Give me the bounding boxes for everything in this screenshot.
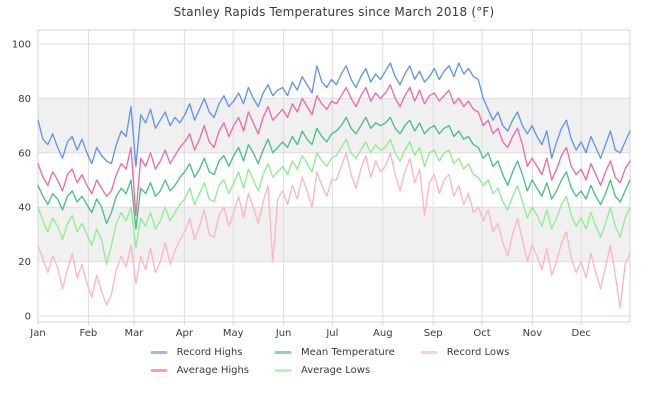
series-line-record-lows [37, 152, 631, 309]
series-line-average-lows [37, 138, 631, 265]
legend-swatch-icon [150, 350, 168, 354]
y-tick-label: 20 [18, 257, 31, 268]
series-line-mean-temperature [37, 116, 631, 230]
y-tick-label: 60 [18, 148, 31, 159]
plot-border [37, 29, 631, 323]
chart-legend: Record Highs Average Highs Mean Temperatur… [150, 344, 510, 378]
x-tick-label: Jan [29, 328, 45, 339]
x-tick-label: Jun [275, 328, 292, 339]
x-tick-label: Dec [572, 328, 591, 339]
x-tick-label: Feb [80, 328, 98, 339]
legend-swatch-icon [420, 350, 438, 354]
y-tick-label: 40 [18, 203, 31, 214]
y-tick-label: 80 [18, 94, 31, 105]
legend-label: Average Highs [176, 364, 250, 376]
x-tick-label: Mar [125, 328, 145, 339]
series-line-average-highs [37, 84, 631, 217]
legend-item-average-highs: Average Highs [150, 364, 250, 376]
x-tick-label: Apr [176, 328, 194, 339]
legend-swatch-icon [150, 368, 168, 372]
series-line-record-highs [37, 62, 631, 168]
legend-label: Record Highs [176, 346, 243, 358]
x-tick-label: Aug [373, 328, 393, 339]
legend-swatch-icon [275, 350, 293, 354]
y-tick-label: 0 [25, 312, 31, 323]
legend-item-record-lows: Record Lows [420, 346, 510, 358]
chart-title: Stanley Rapids Temperatures since March … [173, 5, 495, 19]
x-tick-label: Oct [473, 328, 490, 339]
shaded-band [38, 207, 630, 262]
x-tick-label: Nov [523, 328, 543, 339]
x-tick-label: May [223, 328, 244, 339]
legend-item-record-highs: Record Highs [150, 346, 249, 358]
legend-label: Record Lows [446, 346, 510, 358]
y-tick-label: 100 [12, 40, 31, 51]
legend-item-average-lows: Average Lows [275, 365, 395, 376]
legend-item-mean-temperature: Mean Temperature [275, 347, 395, 358]
x-tick-label: Jul [325, 328, 338, 339]
x-tick-label: Sep [424, 328, 443, 339]
legend-swatch-icon [275, 368, 293, 372]
legend-label: Average Lows [301, 364, 371, 376]
legend-label: Mean Temperature [301, 346, 395, 358]
